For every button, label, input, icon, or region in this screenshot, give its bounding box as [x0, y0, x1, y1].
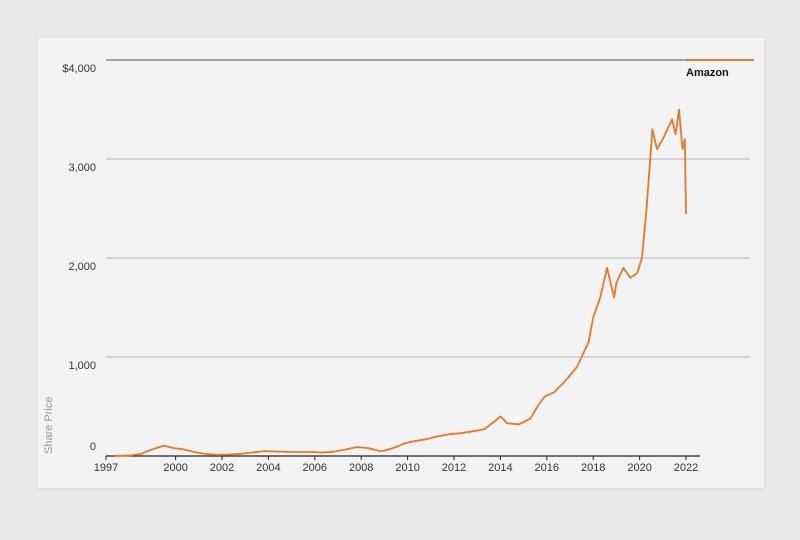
line-chart: $4,000 3,000 2,000 1,000 0 1997 2000 2002 2004 2…: [43, 59, 754, 474]
x-tick-label: 2000: [163, 462, 187, 474]
x-tick-label: 2002: [210, 462, 234, 474]
legend: Amazon: [686, 59, 754, 79]
y-axis-ticks: $4,000 3,000 2,000 1,000 0: [62, 63, 96, 453]
series-line-amazon: [114, 108, 687, 457]
x-tick-label: 2004: [256, 462, 280, 474]
gridlines: [106, 59, 750, 358]
y-axis-label: Share Price: [43, 397, 55, 454]
y-tick-label: 0: [90, 441, 96, 453]
x-tick-label: 1997: [94, 462, 118, 474]
y-tick-label: $4,000: [62, 63, 96, 75]
x-tick-label: 2006: [303, 462, 327, 474]
x-tick-label: 2018: [581, 462, 605, 474]
x-tick-label: 2012: [442, 462, 466, 474]
y-tick-label: 1,000: [68, 360, 96, 372]
x-tick-label: 2016: [535, 462, 559, 474]
x-tick-label: 2010: [395, 462, 419, 474]
chart-card: $4,000 3,000 2,000 1,000 0 1997 2000 2002 2004 2…: [38, 38, 764, 488]
x-axis-ticks: 1997 2000 2002 2004 2006 2008 2010 2012 2014 2016…: [94, 456, 698, 474]
series-layer: [114, 108, 687, 457]
x-tick-label: 2014: [488, 462, 512, 474]
x-tick-label: 2020: [627, 462, 651, 474]
x-tick-label: 2008: [349, 462, 373, 474]
y-tick-label: 2,000: [68, 261, 96, 273]
y-tick-label: 3,000: [68, 162, 96, 174]
x-tick-label: 2022: [674, 462, 698, 474]
legend-label-amazon: Amazon: [686, 67, 729, 79]
